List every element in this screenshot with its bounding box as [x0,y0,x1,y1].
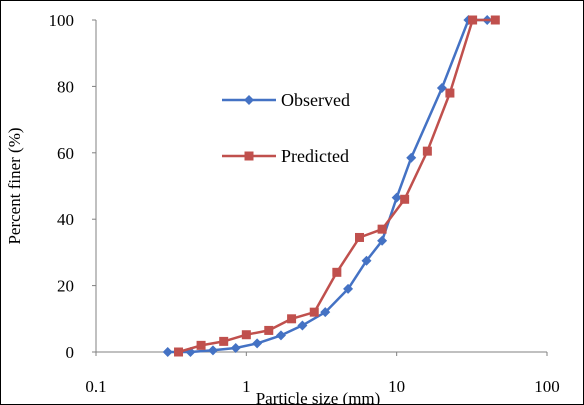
x-tick-label: 100 [534,377,560,396]
data-point-predicted [196,340,206,350]
y-tick-label: 0 [66,343,75,362]
legend: Observed Predicted [222,90,350,166]
data-point-predicted [174,347,184,357]
data-point-predicted [400,194,410,204]
data-point-predicted [241,330,251,340]
tick-labels: 0 20 40 60 80 100 0.1 1 10 100 [49,11,560,396]
y-tick-label: 20 [57,277,74,296]
x-tick-label: 0.1 [85,377,106,396]
x-tick-label: 1 [242,377,251,396]
data-point-observed [230,343,241,354]
legend-label-observed: Observed [281,90,350,110]
series-line-observed [167,18,488,354]
legend-marker-predicted [244,151,254,161]
data-point-observed [162,347,173,357]
data-point-predicted [445,88,455,98]
y-tick-label: 40 [57,210,74,229]
data-point-observed [436,83,447,94]
legend-item-predicted: Predicted [222,146,349,166]
data-point-observed [297,320,308,331]
data-point-observed [343,283,354,294]
data-point-predicted [332,267,342,277]
data-point-observed [377,235,388,246]
data-point-observed [320,307,331,318]
data-point-predicted [468,15,478,25]
series-predicted [174,15,500,357]
data-point-predicted [219,336,229,346]
x-axis-title: Particle size (mm) [256,389,381,405]
legend-item-observed: Observed [222,90,350,110]
y-axis-title: Percent finer (%) [5,127,24,244]
data-point-observed [207,345,218,356]
x-tick-label: 10 [388,377,405,396]
data-point-observed [391,192,402,203]
data-point-observed [252,338,263,349]
y-tick-label: 80 [57,77,74,96]
y-tick-label: 60 [57,144,74,163]
data-point-observed [406,152,417,163]
data-point-predicted [264,325,274,335]
legend-marker-observed [244,95,254,105]
data-point-predicted [422,146,432,156]
data-point-observed [361,255,372,266]
data-point-predicted [309,307,319,317]
data-point-predicted [355,232,365,242]
data-point-observed [275,330,286,341]
data-point-predicted [287,314,297,324]
legend-label-predicted: Predicted [281,146,349,166]
series [162,15,500,357]
data-point-predicted [377,224,387,234]
y-tick-label: 100 [49,11,75,30]
data-point-predicted [490,15,500,25]
